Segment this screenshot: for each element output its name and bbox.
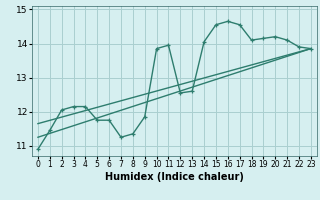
X-axis label: Humidex (Indice chaleur): Humidex (Indice chaleur) (105, 172, 244, 182)
